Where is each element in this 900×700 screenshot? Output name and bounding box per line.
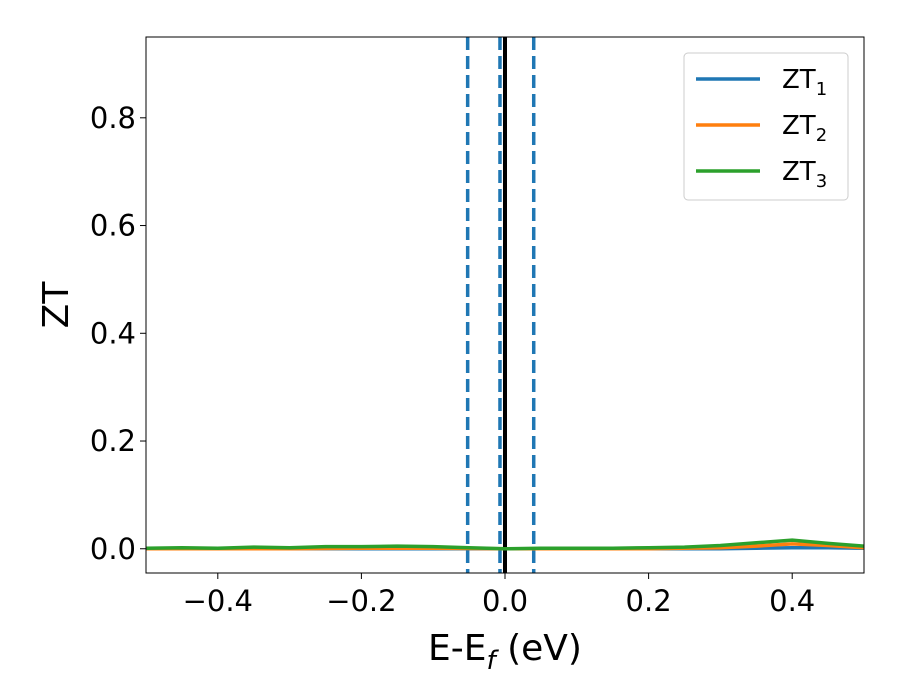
y-tick-label: 0.2	[90, 424, 136, 458]
legend: ZT1 ZT2 ZT3	[683, 52, 849, 201]
legend-label-zt3: ZT3	[782, 157, 827, 192]
y-tick-label: 0.8	[90, 101, 136, 135]
reference-lines	[465, 37, 536, 573]
y-axis-label: ZT	[36, 281, 77, 329]
legend-box	[683, 52, 849, 201]
x-tick-label: −0.4	[183, 584, 253, 618]
legend-label-zt1: ZT1	[782, 65, 827, 100]
y-axis-ticks: 0.0 0.2 0.4 0.6 0.8	[90, 101, 146, 566]
legend-entries: ZT1 ZT2 ZT3	[696, 65, 827, 192]
legend-label-zt2: ZT2	[782, 111, 827, 146]
series-lines	[146, 538, 864, 551]
y-tick-label: 0.6	[90, 209, 136, 243]
y-tick-label: 0.0	[90, 532, 136, 566]
x-axis-label-unit: (eV)	[496, 628, 582, 669]
y-tick-label: 0.4	[90, 316, 136, 350]
x-tick-label: 0.4	[769, 584, 815, 618]
x-tick-label: 0.0	[482, 584, 528, 618]
x-tick-label: 0.2	[626, 584, 672, 618]
series-line-zt3	[146, 538, 864, 551]
x-tick-label: −0.2	[326, 584, 396, 618]
x-axis-ticks: −0.4 −0.2 0.0 0.2 0.4	[183, 573, 815, 618]
x-axis-label: E-Ef (eV)	[428, 628, 582, 676]
